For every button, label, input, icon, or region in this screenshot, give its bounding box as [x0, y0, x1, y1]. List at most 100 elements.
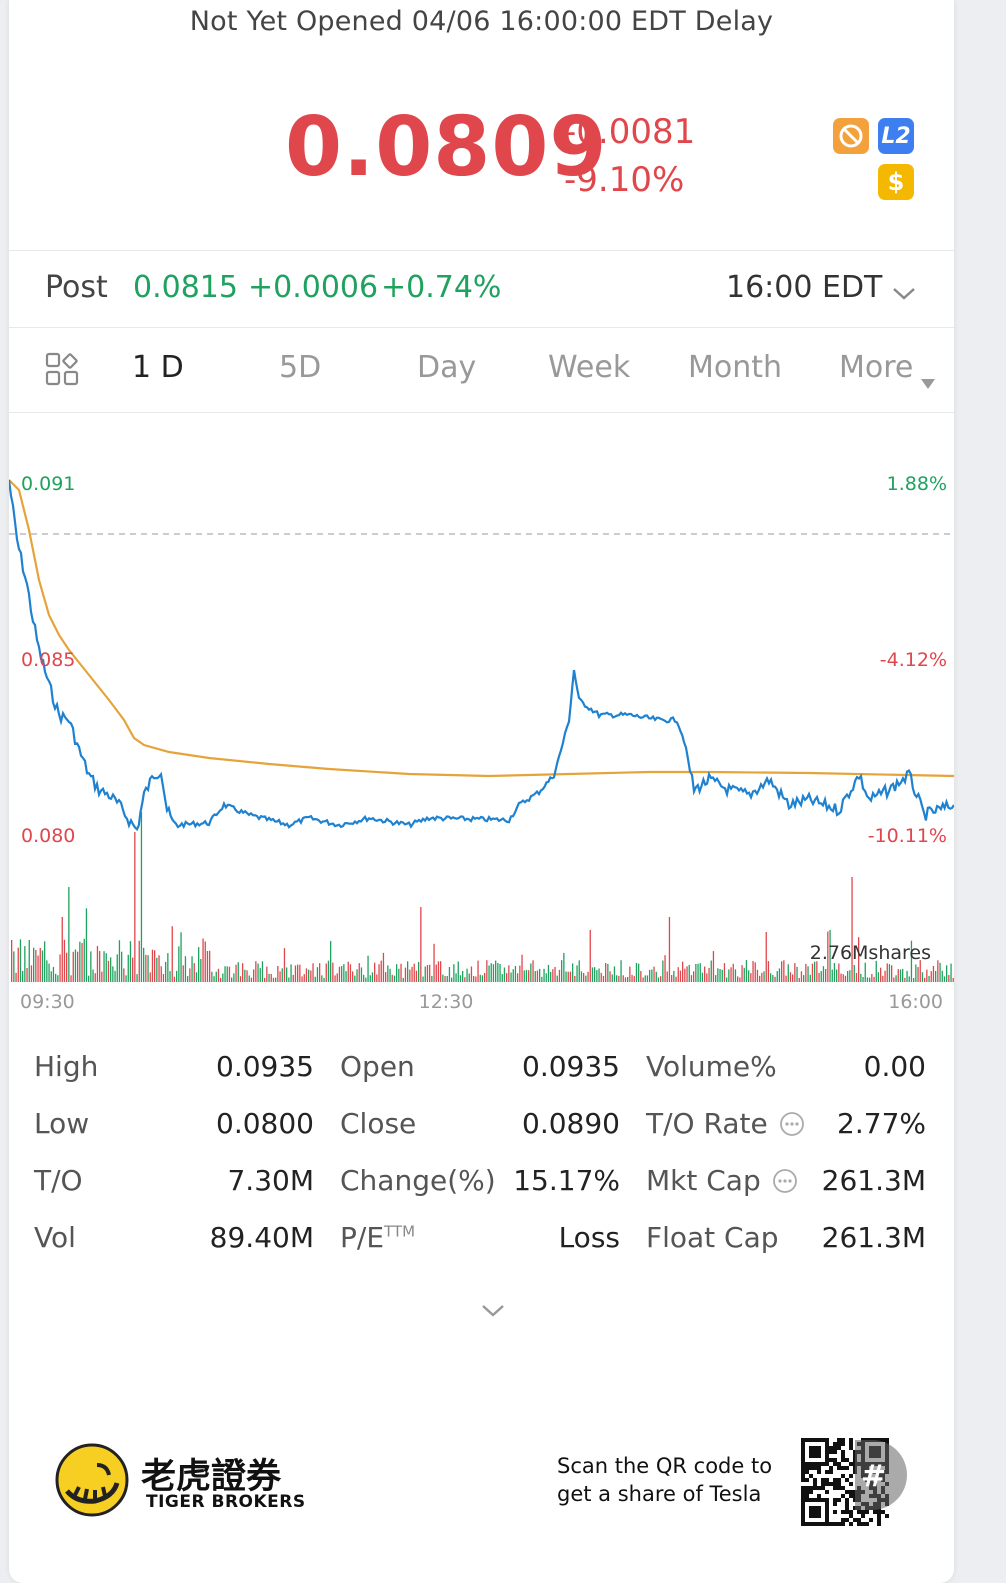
- tab-1d[interactable]: 1 D: [132, 350, 184, 385]
- qr-cell: [821, 1478, 825, 1482]
- qr-cell: [825, 1490, 829, 1494]
- volume-bar: [814, 961, 816, 982]
- volume-bar: [270, 974, 272, 982]
- qr-caption: Scan the QR code to get a share of Tesla: [557, 1454, 773, 1506]
- volume-bar: [178, 946, 180, 982]
- volume-bar: [825, 969, 827, 982]
- volume-bar: [402, 977, 404, 982]
- volume-bar: [156, 957, 158, 982]
- no-trade-icon[interactable]: [833, 118, 869, 154]
- qr-cell: [849, 1510, 853, 1514]
- qr-cell: [833, 1478, 837, 1482]
- qr-cell: [813, 1522, 817, 1526]
- tab-day[interactable]: Day: [417, 350, 477, 385]
- qr-cell: [833, 1442, 837, 1446]
- qr-cell: [877, 1514, 881, 1518]
- share-tag-icon[interactable]: #: [855, 1440, 907, 1510]
- volume-bar: [732, 963, 734, 982]
- more-info-icon[interactable]: [772, 1168, 798, 1194]
- stat-value: 7.30M: [227, 1164, 314, 1197]
- qr-cell: [833, 1482, 837, 1486]
- volume-bar: [838, 963, 840, 982]
- qr-cell: [869, 1518, 873, 1522]
- volume-bar: [932, 966, 935, 982]
- level2-badge[interactable]: L2: [878, 118, 914, 154]
- volume-bar: [539, 968, 541, 982]
- qr-cell: [861, 1522, 865, 1526]
- volume-bar: [431, 975, 433, 982]
- tab-5d[interactable]: 5D: [279, 350, 322, 385]
- volume-bar: [446, 976, 448, 982]
- caret-down-icon[interactable]: [921, 362, 935, 397]
- more-info-icon[interactable]: [779, 1111, 805, 1137]
- volume-bar: [462, 971, 464, 982]
- qr-cell: [813, 1506, 817, 1510]
- volume-bar: [858, 937, 860, 982]
- chevron-down-icon[interactable]: [891, 276, 917, 311]
- volume-bar: [475, 976, 477, 982]
- expand-chevron-icon[interactable]: [480, 1302, 506, 1324]
- volume-bar: [902, 968, 904, 982]
- volume-bar: [140, 812, 143, 982]
- qr-cell: [825, 1478, 829, 1482]
- qr-cell: [825, 1502, 829, 1506]
- tab-more[interactable]: More: [839, 350, 914, 385]
- volume-bar: [638, 963, 640, 982]
- volume-bar: [367, 955, 369, 982]
- qr-cell: [817, 1462, 821, 1466]
- stat-value: 89.40M: [209, 1221, 314, 1254]
- qr-cell: [825, 1446, 829, 1450]
- volume-bar: [578, 960, 580, 982]
- volume-bar: [206, 951, 209, 982]
- volume-bar: [413, 963, 415, 982]
- volume-bar: [180, 932, 182, 982]
- intraday-chart[interactable]: 0.091 0.085 0.080 1.88% -4.12% -10.11% 2…: [9, 420, 954, 1020]
- volume-bar: [325, 963, 327, 982]
- qr-cell: [821, 1498, 825, 1502]
- qr-cell: [813, 1454, 817, 1458]
- volume-bar: [345, 971, 347, 982]
- qr-cell: [837, 1482, 841, 1486]
- qr-cell: [857, 1522, 861, 1526]
- volume-bar: [259, 968, 261, 982]
- qr-cell: [809, 1522, 813, 1526]
- volume-bar: [833, 963, 836, 982]
- volume-bar: [871, 974, 873, 982]
- qr-cell: [841, 1510, 845, 1514]
- volume-bar: [17, 947, 19, 982]
- qr-cell: [849, 1442, 853, 1446]
- volume-bar: [807, 966, 809, 982]
- volume-bar: [231, 977, 233, 982]
- qr-cell: [881, 1510, 885, 1514]
- volume-bar: [286, 967, 288, 982]
- volume-bar: [745, 960, 748, 982]
- volume-bar: [752, 961, 754, 982]
- volume-bar: [556, 975, 558, 982]
- qr-cell: [845, 1458, 849, 1462]
- stat-label: Mkt Cap: [646, 1164, 798, 1197]
- post-time: 16:00 EDT: [726, 270, 883, 305]
- stat-label: Change(%): [340, 1164, 496, 1197]
- tab-month[interactable]: Month: [688, 350, 783, 385]
- period-tabs: 1 D 5D Day Week Month More: [9, 350, 954, 394]
- volume-bar: [737, 976, 739, 982]
- volume-bar: [121, 951, 123, 982]
- volume-bar: [756, 969, 759, 982]
- volume-bar: [301, 976, 303, 982]
- volume-bar: [952, 977, 954, 982]
- volume-bar: [712, 951, 715, 982]
- qr-cell: [805, 1478, 809, 1482]
- volume-bar: [550, 972, 552, 982]
- dollar-badge[interactable]: $: [878, 164, 914, 200]
- post-market-row[interactable]: Post 0.0815 +0.0006 +0.74% 16:00 EDT: [45, 270, 924, 314]
- volume-bar: [52, 967, 55, 982]
- tab-week[interactable]: Week: [548, 350, 631, 385]
- stat-value: 261.3M: [821, 1164, 926, 1197]
- layout-grid-icon[interactable]: [45, 352, 81, 396]
- volume-bar: [48, 963, 50, 982]
- volume-bar: [618, 975, 620, 982]
- stat-label: Float Cap: [646, 1221, 779, 1254]
- volume-bar: [250, 977, 253, 982]
- volume-bar: [866, 977, 869, 982]
- volume-bar: [167, 953, 169, 982]
